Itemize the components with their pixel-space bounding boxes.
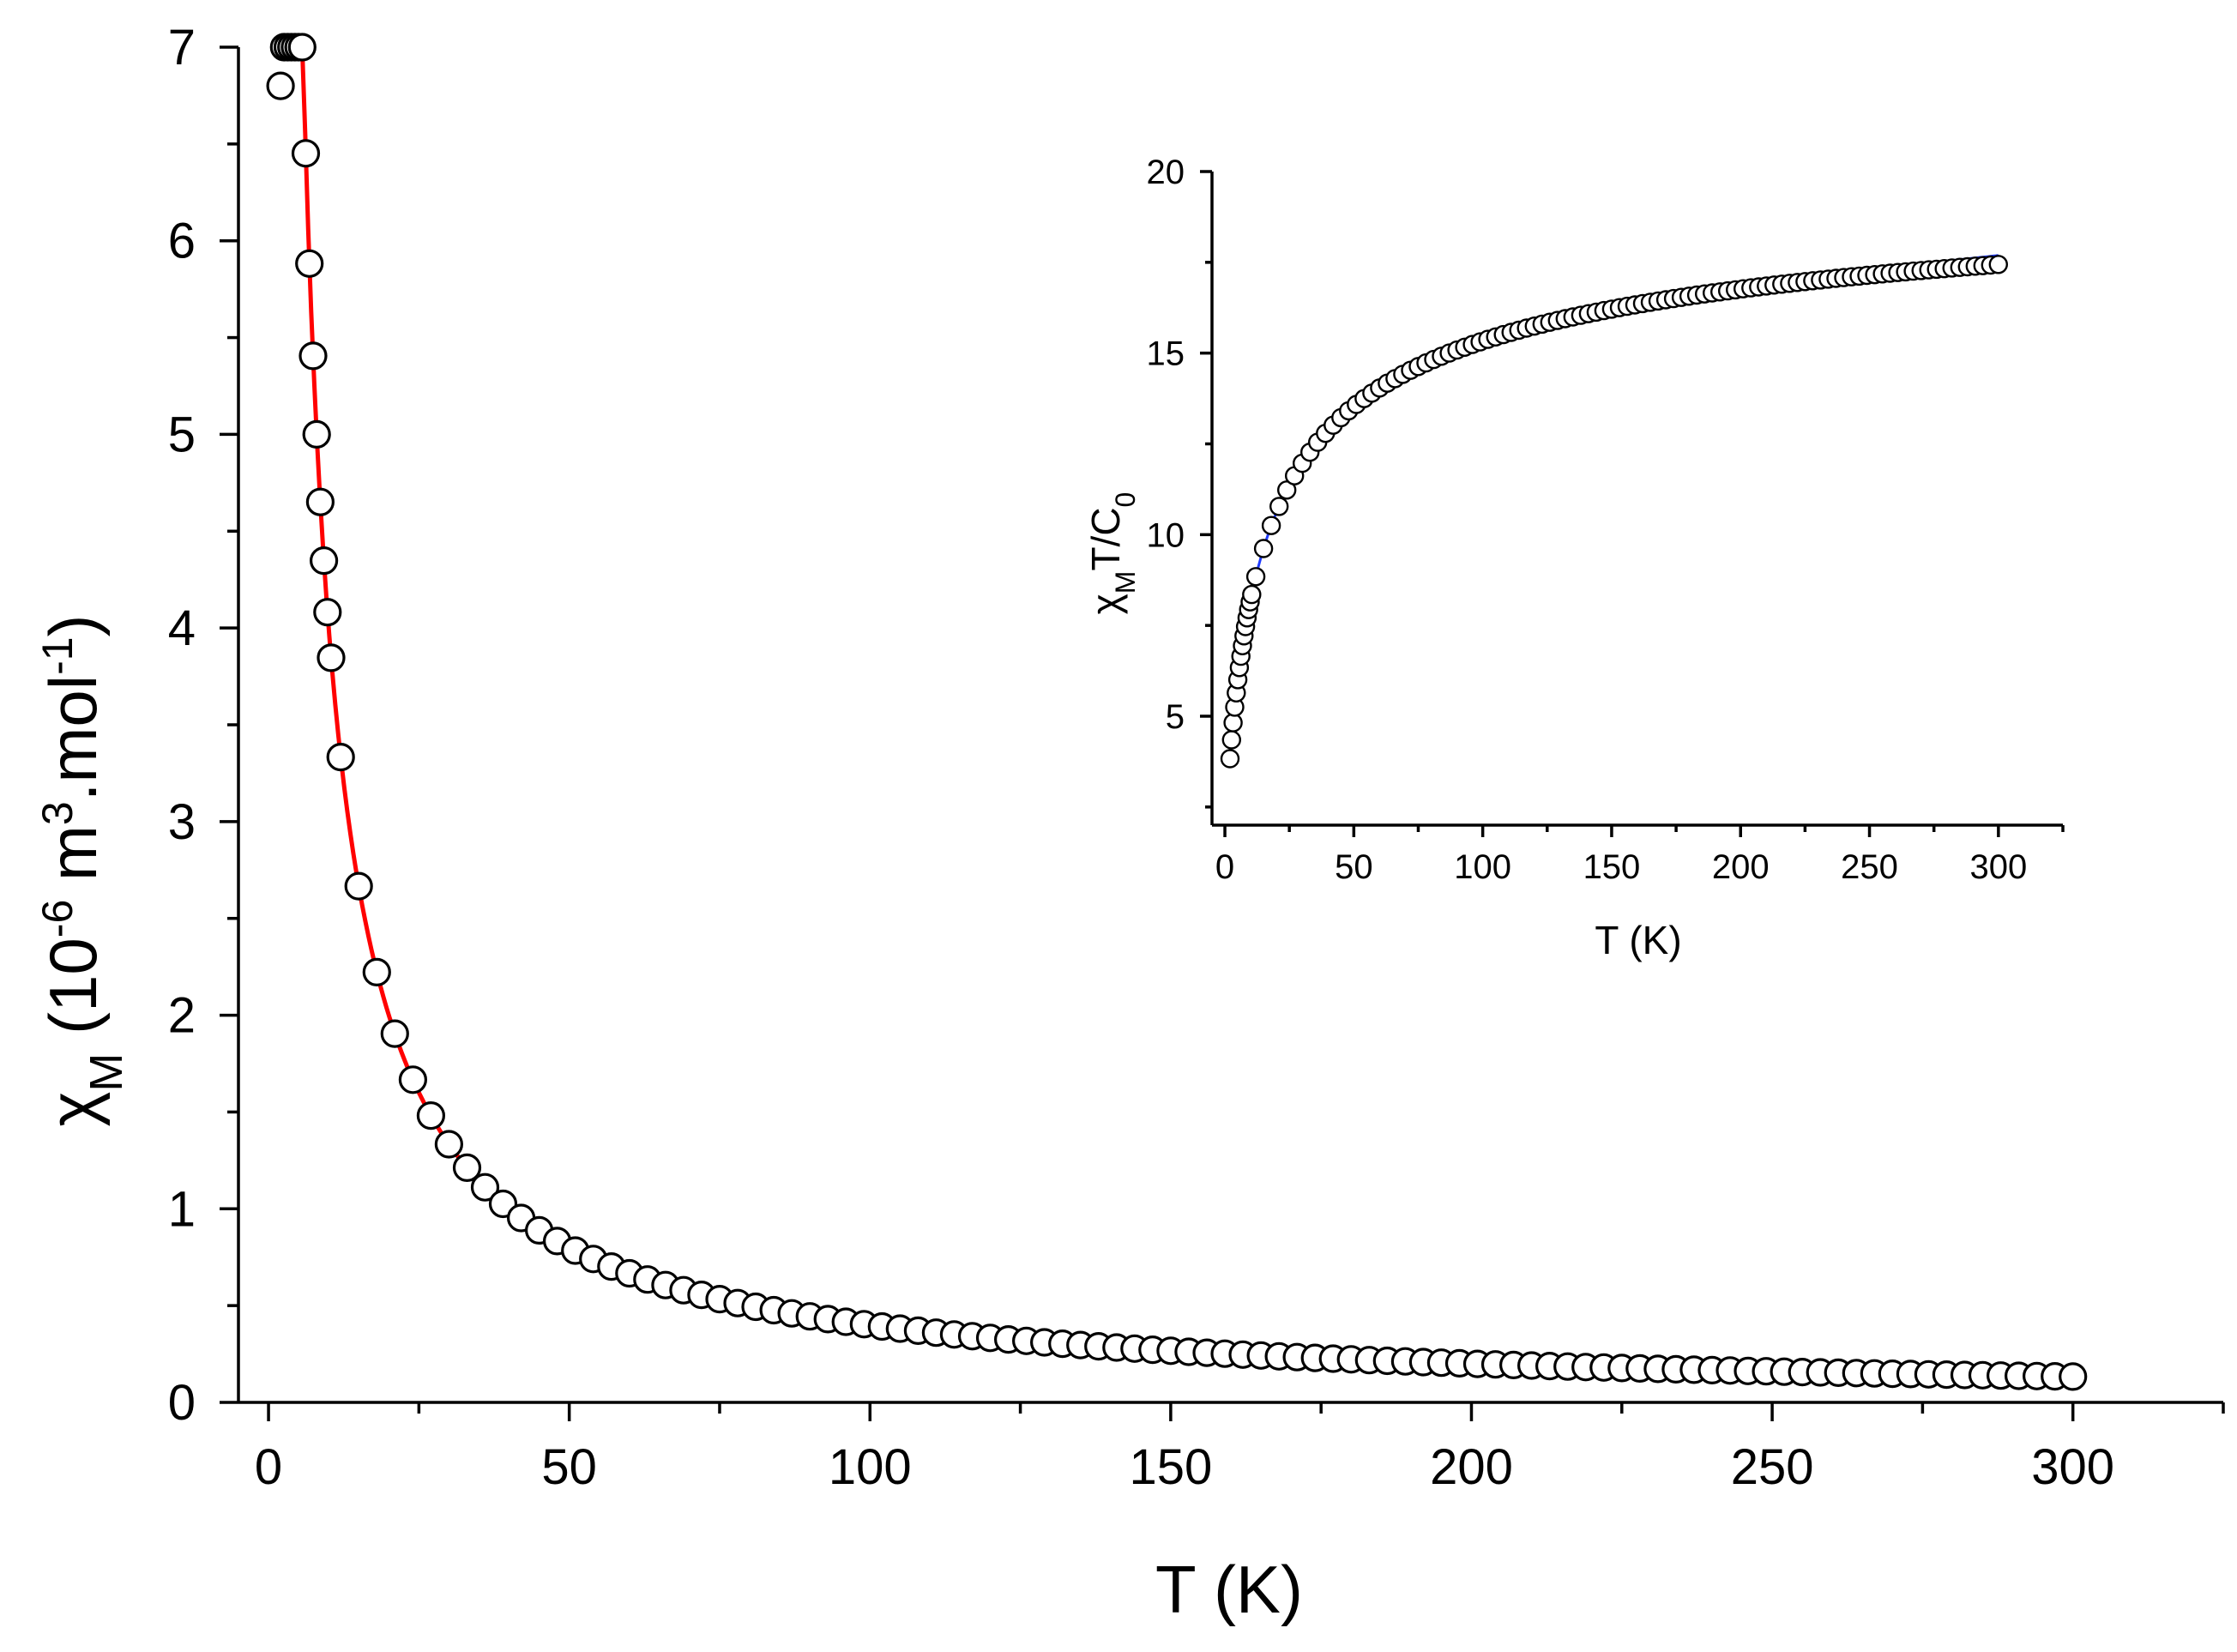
inset-data-point [1242, 584, 1262, 605]
inset-y-axis-title: χMT/C0 [1083, 492, 1141, 615]
inset-x-tick-label: 0 [1215, 848, 1234, 886]
inset-x-axis-title: T (K) [1595, 918, 1681, 962]
inset-fit-curve [1228, 254, 1999, 759]
main-data-point [298, 341, 328, 371]
main-x-tick-label: 50 [541, 1439, 597, 1495]
main-y-tick-label: 2 [168, 988, 196, 1044]
inset-x-tick-label: 200 [1712, 848, 1770, 886]
inset-data-point [1221, 730, 1242, 750]
inset-x-tick-label: 100 [1454, 848, 1511, 886]
inset-data-point [1253, 539, 1274, 558]
main-data-point [416, 1100, 445, 1130]
main-data-point [291, 139, 321, 168]
main-y-tick-label: 7 [168, 20, 196, 75]
inset-y-tick-label: 20 [1147, 154, 1185, 191]
main-data-point [380, 1019, 409, 1048]
main-data-point [470, 1173, 500, 1202]
main-data-markers [266, 33, 2088, 1391]
main-x-axis-title: T (K) [1155, 1552, 1303, 1627]
main-y-tick-label: 0 [168, 1375, 196, 1431]
main-data-point [287, 33, 317, 62]
main-data-point [317, 643, 346, 672]
inset-data-point [1220, 749, 1240, 769]
inset-chart: 0 50 100 150 200 250 300 5 10 15 20 T (K) χMT/C0 [1083, 154, 2065, 962]
main-y-tick-label: 4 [168, 600, 196, 656]
main-y-tick-label: 1 [168, 1181, 196, 1237]
main-x-tick-label: 250 [1731, 1439, 1814, 1495]
main-x-tick-label: 150 [1129, 1439, 1212, 1495]
inset-data-point [1269, 497, 1289, 516]
main-data-point [344, 871, 373, 901]
inset-axes: 0 50 100 150 200 250 300 5 10 15 20 [1147, 154, 2065, 886]
inset-fit-line [1228, 254, 1999, 759]
inset-data-point [1988, 255, 2009, 274]
main-data-point [295, 249, 324, 278]
main-data-point [452, 1153, 482, 1183]
main-data-point [305, 487, 335, 516]
main-data-point [326, 742, 355, 772]
main-data-point [266, 71, 295, 100]
main-y-tick-label: 5 [168, 407, 196, 462]
inset-x-tick-label: 150 [1583, 848, 1641, 886]
main-data-point [310, 546, 339, 576]
main-data-point [313, 598, 342, 627]
main-y-tick-label: 3 [168, 794, 196, 850]
main-y-axis-title: χM (10-6 m3.mol-1) [33, 614, 132, 1126]
inset-y-tick-label: 5 [1166, 698, 1185, 736]
inset-x-tick-label: 50 [1335, 848, 1373, 886]
main-x-tick-label: 100 [829, 1439, 912, 1495]
inset-data-markers [1220, 255, 2009, 769]
inset-x-tick-label: 300 [1969, 848, 2027, 886]
main-y-tick-label: 6 [168, 214, 196, 269]
inset-data-point [1245, 567, 1266, 587]
inset-y-tick-label: 15 [1147, 335, 1185, 373]
main-data-point [2059, 1362, 2088, 1391]
main-data-point [302, 419, 331, 449]
main-x-tick-label: 200 [1430, 1439, 1513, 1495]
main-data-point [362, 957, 391, 987]
main-x-tick-label: 300 [2031, 1439, 2114, 1495]
main-x-tick-label: 0 [255, 1439, 282, 1495]
inset-y-tick-label: 10 [1147, 516, 1185, 554]
inset-x-tick-label: 250 [1841, 848, 1898, 886]
inset-data-point [1223, 713, 1243, 733]
inset-data-point [1261, 515, 1281, 535]
main-data-point [398, 1065, 427, 1094]
main-data-point [434, 1130, 464, 1159]
